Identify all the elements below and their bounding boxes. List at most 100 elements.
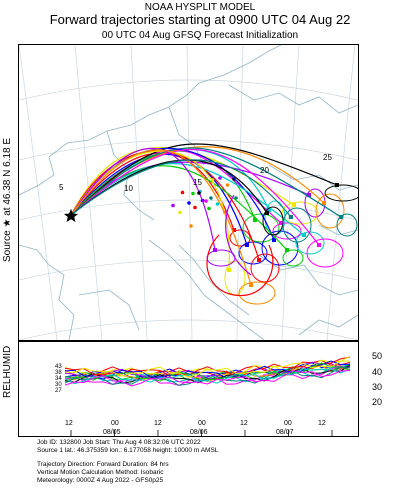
- trajectory-marker: [335, 183, 339, 187]
- trajectory-marker: [257, 258, 261, 262]
- grid-label: 25: [323, 153, 332, 162]
- trajectory-loop: [261, 230, 299, 266]
- trajectory-marker: [317, 243, 321, 247]
- trajectory-path: [70, 148, 320, 246]
- trajectory-loop: [272, 222, 302, 240]
- parallel-line: [19, 79, 358, 101]
- relhumid-line: [64, 370, 351, 387]
- trajectory-loop: [282, 249, 304, 267]
- rh-tick-label: 30: [372, 382, 383, 392]
- meridian-line: [281, 45, 300, 340]
- trajectory-marker: [209, 196, 213, 200]
- relhumid-line: [64, 356, 351, 378]
- parallel-line: [19, 259, 358, 281]
- time-hour-label: 00: [284, 420, 292, 427]
- meridian-line: [326, 45, 356, 340]
- trajectory-loop: [324, 184, 358, 202]
- relhumid-plot: 43 38 34 30 27: [55, 355, 351, 436]
- date-label: 08/05: [103, 429, 121, 436]
- trajectory-path: [225, 194, 252, 276]
- trajectory-loop: [282, 207, 312, 243]
- grid-label: 15: [193, 178, 202, 187]
- time-hour-label: 00: [198, 420, 206, 427]
- trajectory-marker: [218, 176, 222, 180]
- time-hour-label: 12: [154, 420, 162, 427]
- trajectory-marker: [253, 218, 257, 222]
- model-title: NOAA HYSPLIT MODEL: [144, 2, 256, 13]
- vertical-method-line: Vertical Motion Calculation Method: Isob…: [37, 469, 164, 476]
- trajectory-marker: [180, 190, 185, 195]
- rh-start-value: 27: [55, 388, 62, 394]
- coastline-path: [106, 130, 155, 221]
- time-hour-label: 12: [65, 420, 73, 427]
- coastline-path: [298, 314, 358, 336]
- grid-labels: 5 10 15 20 25: [59, 153, 332, 193]
- trajectory-path: [70, 147, 342, 218]
- trajectory-marker: [279, 221, 283, 225]
- relhumid-line: [64, 368, 351, 385]
- trajectory-marker: [178, 210, 182, 215]
- coastline-path: [148, 239, 265, 340]
- trajectory-marker: [292, 203, 296, 207]
- trajectory-path: [70, 143, 338, 216]
- parallel-line: [19, 139, 358, 161]
- map-panel: 5 10 15 20 25: [18, 44, 359, 341]
- trajectory-marker: [227, 268, 231, 272]
- trajectory-loop: [224, 260, 246, 296]
- time-hour-label: 12: [240, 420, 248, 427]
- rh-start-value: 30: [55, 382, 62, 388]
- trajectory-marker: [322, 201, 326, 205]
- trajectory-loop: [238, 281, 276, 305]
- meteorology-line: Meteorology: 0000Z 4 Aug 2022 - GFS0p25: [37, 477, 164, 484]
- trajectory-marker: [302, 233, 306, 237]
- parallel-line: [19, 319, 358, 340]
- trajectory-marker: [204, 199, 208, 203]
- relhumid-start-values: 43 38 34 30 27: [55, 364, 62, 394]
- relhumid-axis-label: RELHUMID: [2, 345, 13, 398]
- trajectory-marker: [191, 191, 195, 196]
- coastline-path: [178, 244, 250, 316]
- meridian-line: [186, 45, 193, 340]
- time-hour-label: 12: [318, 420, 326, 427]
- trajectory-title: Forward trajectories starting at 0900 UT…: [49, 12, 351, 27]
- parallel-line: [19, 199, 358, 221]
- trajectory-marker: [215, 202, 220, 206]
- trajectory-lines: [70, 143, 358, 305]
- trajectory-loop: [250, 253, 280, 283]
- trajectory-path: [206, 234, 274, 297]
- coastline-path: [19, 45, 282, 196]
- coastline-path: [268, 164, 358, 191]
- coastline-path: [258, 254, 358, 296]
- source-info-line: Source 1 lat.: 46.375359 lon.: 6.177058 …: [37, 447, 219, 454]
- trajectory-path: [70, 150, 260, 261]
- relhumid-line: [64, 355, 351, 378]
- lat-lon-grid: [19, 45, 358, 340]
- trajectory-path: [70, 162, 305, 236]
- relhumid-lines: [64, 355, 351, 387]
- trajectory-loop: [206, 249, 236, 267]
- trajectory-marker: [289, 215, 293, 219]
- time-hour-label: 00: [111, 420, 119, 427]
- trajectory-path: [70, 150, 256, 221]
- star-icon: [64, 209, 78, 222]
- meridian-line: [19, 45, 58, 340]
- rh-tick-label: 20: [372, 397, 383, 407]
- grid-label: 20: [260, 166, 269, 175]
- trajectory-marker: [265, 211, 269, 215]
- trajectory-path: [70, 153, 248, 246]
- coastline-path: [228, 84, 358, 114]
- trajectory-marker: [272, 238, 276, 242]
- trajectory-marker: [232, 228, 236, 232]
- coastline-path: [318, 224, 358, 236]
- trajectory-marker: [225, 183, 230, 187]
- trajectory-loop: [306, 238, 344, 268]
- direction-info-line: Trajectory Direction: Forward Duration: …: [37, 461, 169, 468]
- rh-start-value: 38: [55, 370, 62, 376]
- trajectory-marker: [285, 248, 289, 252]
- trajectory-path: [70, 159, 292, 218]
- coastline-path: [19, 244, 75, 340]
- trajectory-loop: [336, 213, 358, 237]
- rh-start-value: 34: [55, 376, 62, 382]
- trajectory-marker: [213, 248, 217, 252]
- job-info-line: Job ID: 132800 Job Start: Thu Aug 4 08:3…: [37, 439, 201, 446]
